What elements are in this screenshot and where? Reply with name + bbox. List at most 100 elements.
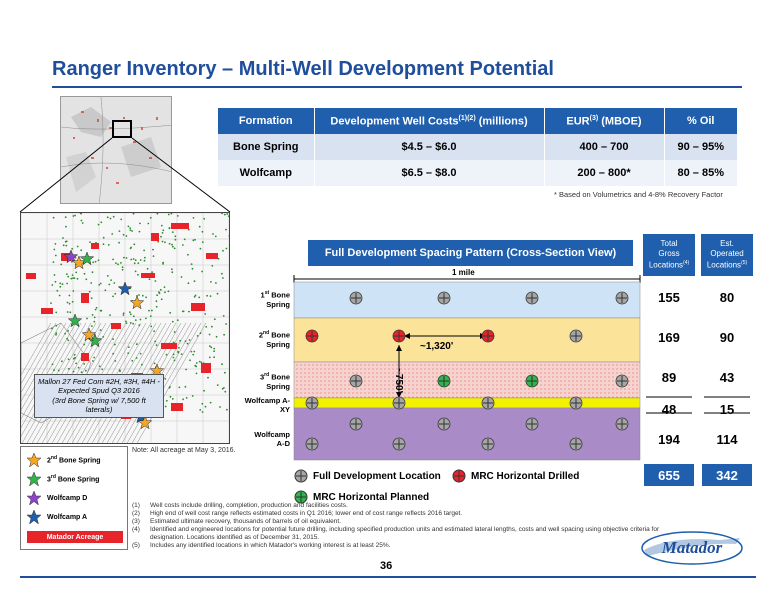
overview-map: [60, 96, 172, 204]
well-marker-3rd-bone-spring: [349, 374, 363, 388]
layer-2nd-bone-spring: [293, 317, 641, 363]
legend-mrc-planned: MRC Horizontal Planned: [294, 490, 429, 504]
well-marker-wolfcamp-a-xy: [481, 396, 495, 410]
total-operated-sum: 342: [702, 464, 752, 486]
callout-line-1: Mallon 27 Fed Com #2H, #3H, #4H -: [38, 377, 160, 386]
horizontal-spacing-label: ~1,320': [420, 341, 454, 352]
well-marker-1st-bone-spring: [525, 291, 539, 305]
legend-full-development: Full Development Location: [294, 469, 441, 483]
well-star-icon: [137, 415, 153, 430]
green-star-icon: [27, 472, 41, 486]
footnotes: (1) Well costs include drilling, completi…: [132, 502, 672, 550]
callout-line-2: Expected Spud Q3 2016: [58, 386, 140, 396]
footer-divider: [20, 576, 756, 578]
well-marker-wolfcamp-a-d-upper: [615, 417, 629, 431]
gray-well-icon: [294, 469, 308, 483]
header-costs: Development Well Costs(1)(2) (millions): [314, 108, 545, 134]
header-formation: Formation: [218, 108, 315, 134]
legend-2nd-bone-spring: 2nd Bone Spring: [27, 453, 101, 467]
layer-1st-bone-spring: [293, 281, 641, 319]
well-marker-wolfcamp-a-xy: [392, 396, 406, 410]
well-star-icon: [79, 251, 95, 266]
layer-wolfcamp-a-xy: [293, 397, 641, 409]
well-marker-2nd-bone-spring: [481, 329, 495, 343]
callout-line-3: (3rd Bone Spring w/ 7,500 ft laterals): [52, 395, 146, 415]
well-marker-wolfcamp-a-d-lower: [569, 437, 583, 451]
legend-matador-acreage: Matador Acreage: [27, 531, 123, 543]
well-marker-3rd-bone-spring: [525, 374, 539, 388]
well-star-icon: [81, 327, 97, 342]
footnote-4: (4) Identified and engineered locations f…: [132, 525, 660, 541]
table-row: Wolfcamp $6.5 – $8.0 200 – 800* 80 – 85%: [218, 160, 737, 186]
header-eur: EUR(3) (MBOE): [544, 108, 665, 134]
operated-wolfcamp-a-d: 114: [716, 432, 738, 447]
label-1st-bone-spring: 1st Bone Spring: [260, 290, 290, 309]
total-1st-bone-spring: 155: [658, 290, 680, 305]
purple-star-icon: [27, 491, 41, 505]
mile-label: 1 mile: [452, 268, 475, 277]
well-marker-3rd-bone-spring: [615, 374, 629, 388]
cell-eur: 200 – 800*: [544, 160, 665, 186]
mallon-callout: Mallon 27 Fed Com #2H, #3H, #4H - Expect…: [34, 374, 164, 418]
total-wolfcamp-a-d: 194: [658, 432, 680, 447]
well-marker-1st-bone-spring: [615, 291, 629, 305]
well-star-icon: [67, 313, 83, 328]
well-star-icon: [129, 295, 145, 310]
footnote-5: (5) Includes any identified locations in …: [132, 541, 391, 549]
well-marker-1st-bone-spring: [349, 291, 363, 305]
well-marker-3rd-bone-spring: [437, 374, 451, 388]
well-marker-wolfcamp-a-d-upper: [437, 417, 451, 431]
cell-formation: Bone Spring: [218, 134, 315, 160]
total-gross-sum: 655: [644, 464, 694, 486]
well-marker-wolfcamp-a-xy: [305, 396, 319, 410]
total-gross-locations-header: Total Gross Locations(4): [643, 234, 695, 276]
operated-1st-bone-spring: 80: [719, 290, 735, 305]
cell-costs: $4.5 – $6.0: [314, 134, 545, 160]
cell-costs: $6.5 – $8.0: [314, 160, 545, 186]
label-wolfcamp-a-d: Wolfcamp A-D: [254, 430, 290, 449]
table-footnote: * Based on Volumetrics and 4-8% Recovery…: [554, 190, 723, 199]
footnote-2: (2) High end of well cost range reflects …: [132, 509, 463, 517]
cell-eur: 400 – 700: [544, 134, 665, 160]
vertical-spacing-label: ~750': [392, 368, 404, 393]
legend-wolfcamp-d: Wolfcamp D: [27, 491, 87, 505]
svg-text:Matador: Matador: [661, 538, 723, 557]
matador-logo: Matador: [641, 531, 743, 565]
footnote-1: (1) Well costs include drilling, completi…: [132, 502, 348, 509]
label-2nd-bone-spring: 2nd Bone Spring: [258, 330, 290, 349]
well-star-icon: [63, 249, 79, 264]
well-star-icon: [149, 363, 165, 378]
well-marker-2nd-bone-spring: [305, 329, 319, 343]
cross-section-header: Full Development Spacing Pattern (Cross-…: [308, 240, 633, 266]
cell-oil: 80 – 85%: [664, 160, 737, 186]
well-marker-wolfcamp-a-xy: [569, 396, 583, 410]
operated-locations-header: Est. Operated Locations(5): [701, 234, 753, 276]
acreage-note: Note: All acreage at May 3, 2016.: [132, 447, 236, 454]
formation-table: Formation Development Well Costs(1)(2) (…: [218, 108, 737, 186]
label-wolfcamp-a-xy: Wolfcamp A- XY: [244, 396, 290, 415]
red-well-icon: [452, 469, 466, 483]
operated-2nd-bone-spring: 90: [719, 330, 735, 345]
legend-mrc-drilled: MRC Horizontal Drilled: [452, 469, 579, 483]
green-well-icon: [294, 490, 308, 504]
label-3rd-bone-spring: 3rd Bone Spring: [259, 372, 290, 391]
well-marker-wolfcamp-a-d-lower: [481, 437, 495, 451]
total-3rd-bone-spring: 89: [661, 370, 677, 385]
cell-formation: Wolfcamp: [218, 160, 315, 186]
map-legend: 2nd Bone Spring 3rd Bone Spring Wolfcamp…: [20, 446, 128, 550]
footnote-3: (3) Estimated ultimate recovery, thousand…: [132, 517, 342, 525]
well-star-icon: [117, 281, 133, 296]
well-marker-2nd-bone-spring: [392, 329, 406, 343]
blue-star-icon: [27, 510, 41, 524]
well-marker-wolfcamp-a-d-lower: [392, 437, 406, 451]
total-2nd-bone-spring: 169: [658, 330, 680, 345]
operated-3rd-bone-spring: 43: [719, 370, 735, 385]
wolfcamp-xy-separator-lines: [646, 396, 750, 414]
title-divider: [52, 86, 742, 88]
zoom-extent-box: [112, 120, 132, 138]
page-title: Ranger Inventory – Multi-Well Developmen…: [52, 58, 554, 80]
legend-wolfcamp-a: Wolfcamp A: [27, 510, 87, 524]
layer-3rd-bone-spring: [293, 361, 641, 399]
